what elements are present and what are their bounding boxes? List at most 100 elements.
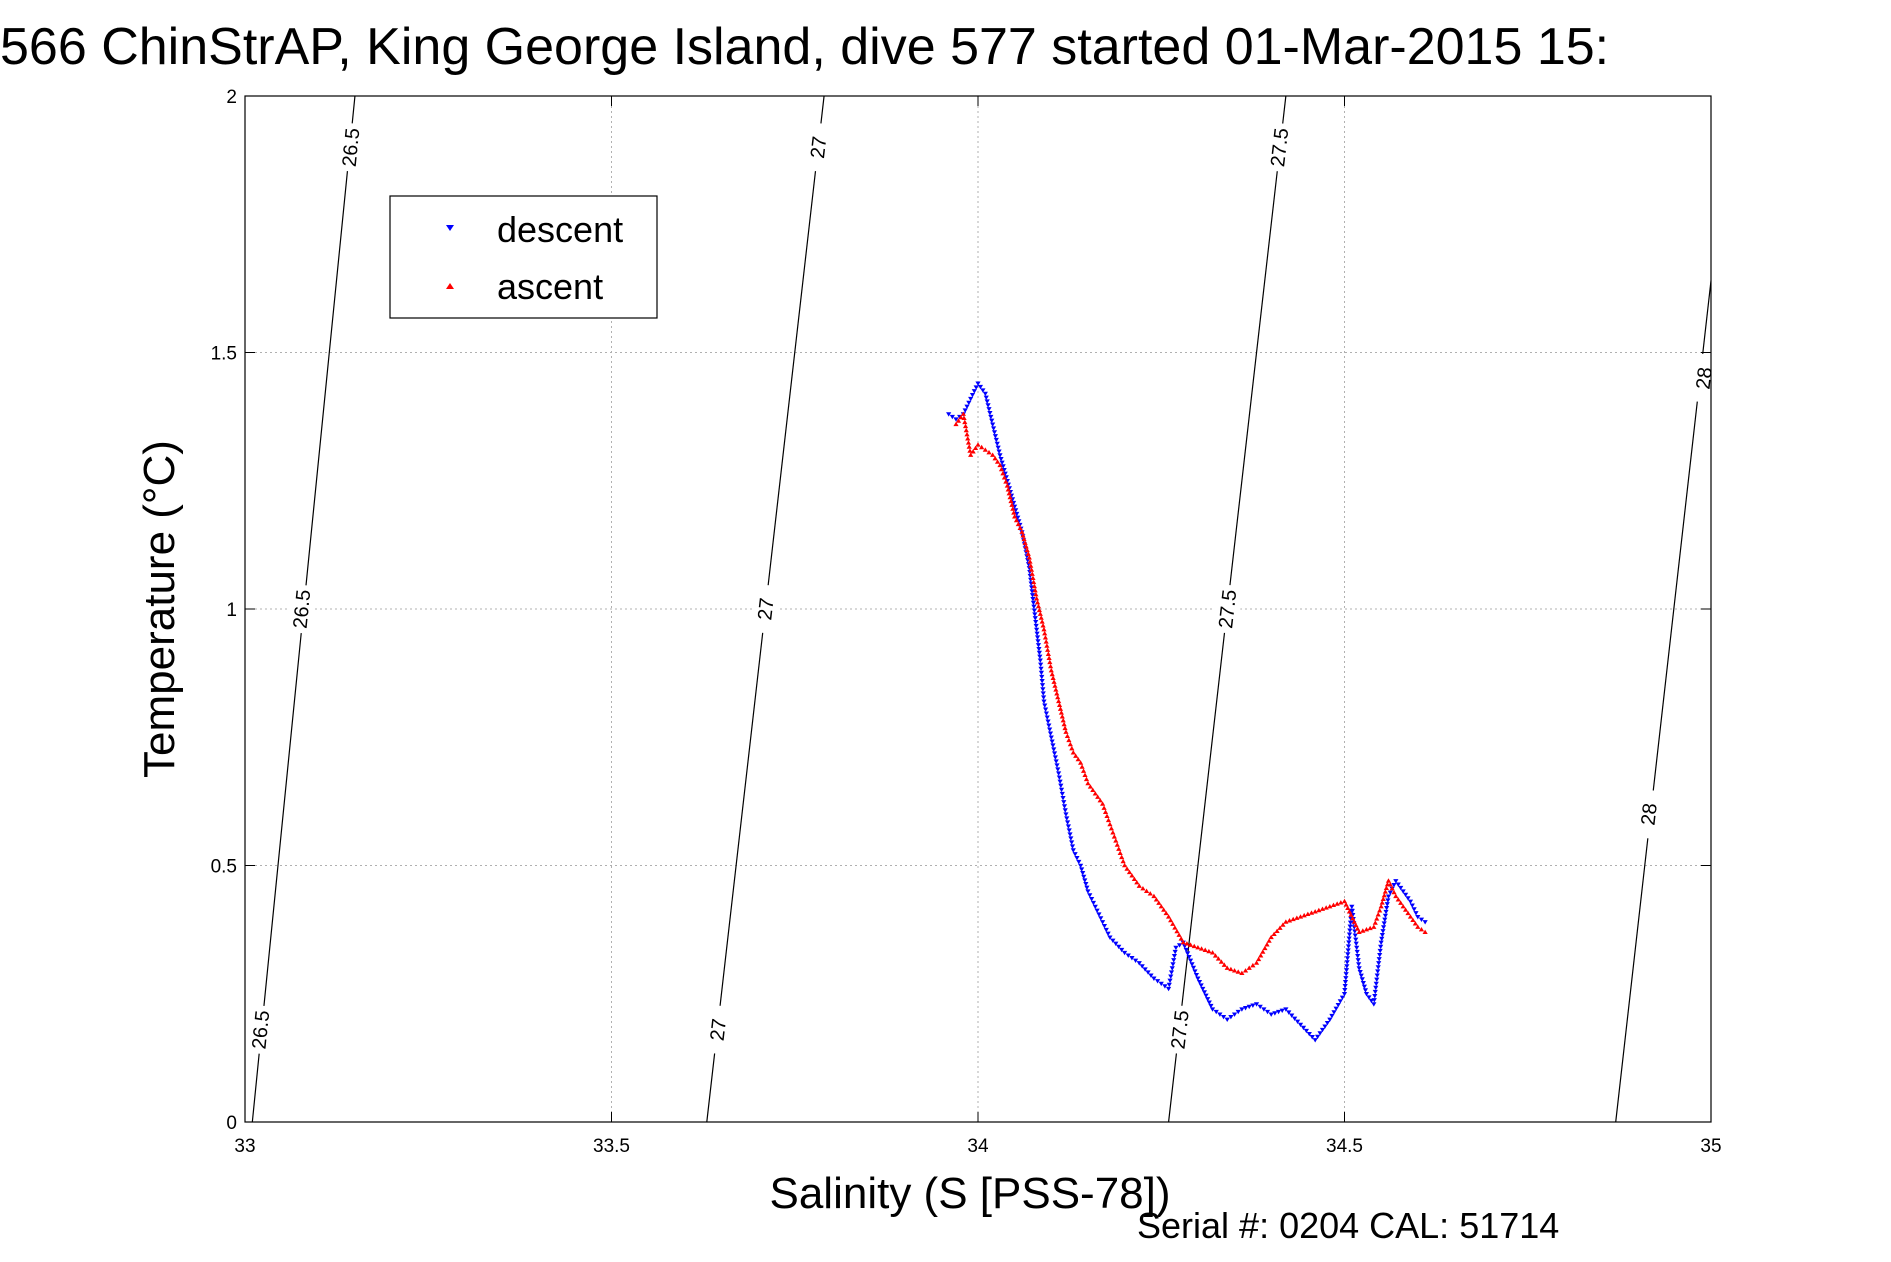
ascent-point bbox=[1377, 908, 1383, 913]
descent-point bbox=[1035, 643, 1042, 648]
descent-point bbox=[1056, 775, 1062, 780]
ascent-point bbox=[1095, 794, 1101, 799]
ascent-point bbox=[1042, 635, 1049, 640]
descent-point bbox=[1058, 787, 1065, 793]
descent-point bbox=[1103, 927, 1109, 933]
ascent-point bbox=[965, 436, 971, 441]
contour-label-background bbox=[1211, 583, 1243, 635]
descent-point bbox=[1409, 903, 1415, 908]
ascent-point bbox=[997, 462, 1003, 468]
descent-point bbox=[1056, 771, 1062, 776]
descent-point bbox=[1063, 812, 1069, 817]
contour-label-background bbox=[1633, 788, 1665, 840]
descent-point bbox=[1030, 596, 1036, 602]
legend-label-ascent: ascent bbox=[497, 266, 603, 307]
ascent-point bbox=[955, 418, 962, 423]
descent-point bbox=[1136, 961, 1142, 966]
axis-ticks: 33 33.5 34 34.5 35 0 0.5 1 1.5 2 bbox=[211, 87, 1722, 1157]
descent-point bbox=[1169, 966, 1175, 971]
descent-point bbox=[1047, 727, 1053, 732]
ascent-point bbox=[1256, 956, 1262, 962]
ascent-point bbox=[1341, 898, 1348, 904]
descent-point bbox=[1378, 940, 1384, 946]
descent-point bbox=[1205, 997, 1211, 1002]
ascent-point bbox=[1389, 885, 1395, 891]
ascent-point bbox=[1170, 921, 1176, 926]
ascent-point bbox=[1405, 910, 1411, 916]
ascent-point bbox=[1330, 902, 1337, 908]
descent-point bbox=[1038, 666, 1044, 672]
ascent-point bbox=[1356, 929, 1362, 934]
ascent-point bbox=[1050, 675, 1056, 681]
ascent-point bbox=[1048, 667, 1054, 673]
descent-point bbox=[1352, 933, 1358, 938]
descent-point bbox=[1172, 949, 1178, 955]
ascent-point bbox=[1338, 900, 1344, 905]
ascent-point bbox=[972, 445, 979, 451]
descent-point bbox=[1317, 1031, 1323, 1036]
ascent-point bbox=[1083, 776, 1090, 782]
descent-point bbox=[1360, 980, 1366, 986]
descent-point bbox=[1322, 1024, 1328, 1029]
descent-point bbox=[1139, 964, 1145, 969]
ascent-point bbox=[1305, 911, 1311, 917]
ascent-point bbox=[1111, 834, 1117, 839]
ascent-point bbox=[1035, 603, 1042, 609]
ascent-point bbox=[1380, 896, 1386, 902]
descent-point bbox=[1080, 871, 1086, 876]
ascent-point bbox=[1262, 945, 1268, 951]
descent-point bbox=[1047, 731, 1054, 736]
ascent-point bbox=[1043, 639, 1049, 644]
y-tick-label: 1 bbox=[226, 600, 237, 621]
descent-point bbox=[1087, 893, 1093, 898]
contour-label-background bbox=[335, 122, 366, 173]
ascent-point bbox=[1041, 626, 1047, 632]
ascent-point bbox=[1100, 801, 1106, 806]
descent-point bbox=[1289, 1013, 1295, 1018]
descent-point bbox=[1064, 816, 1070, 821]
legend-marker-descent bbox=[446, 225, 454, 231]
descent-point bbox=[1190, 965, 1197, 971]
ascent-point bbox=[1049, 671, 1055, 677]
ascent-point bbox=[965, 440, 972, 445]
descent-point bbox=[1183, 947, 1189, 953]
descent-point bbox=[1066, 828, 1072, 833]
ascent-point bbox=[1097, 797, 1103, 803]
descent-point bbox=[1044, 715, 1050, 720]
ascent-point bbox=[1218, 959, 1224, 964]
ascent-point bbox=[1007, 494, 1013, 500]
descent-point bbox=[1162, 984, 1168, 989]
descent-point bbox=[1398, 885, 1404, 891]
descent-point bbox=[1015, 515, 1021, 520]
descent-point bbox=[1186, 955, 1192, 960]
descent-point bbox=[1107, 935, 1113, 940]
descent-point bbox=[1319, 1027, 1326, 1033]
ascent-point bbox=[1367, 925, 1373, 931]
contour-label-background bbox=[1163, 1004, 1196, 1055]
descent-point bbox=[1343, 976, 1349, 981]
descent-point bbox=[1362, 988, 1369, 993]
descent-point bbox=[1380, 929, 1386, 934]
ascent-point bbox=[1042, 631, 1048, 636]
descent-point bbox=[1346, 936, 1352, 941]
ascent-point bbox=[1178, 936, 1184, 941]
descent-point bbox=[1070, 848, 1076, 853]
descent-point bbox=[1344, 960, 1350, 965]
descent-point bbox=[1029, 593, 1036, 598]
ascent-point bbox=[1101, 805, 1107, 810]
descent-point bbox=[1379, 936, 1385, 942]
descent-point bbox=[1374, 977, 1380, 982]
ascent-point bbox=[1034, 599, 1041, 605]
x-tick-label: 34.5 bbox=[1326, 1136, 1363, 1157]
ascent-point bbox=[1215, 956, 1222, 961]
x-tick-label: 33.5 bbox=[593, 1136, 630, 1157]
descent-point bbox=[1257, 1004, 1263, 1010]
ascent-point bbox=[1033, 592, 1039, 597]
descent-point bbox=[1345, 948, 1351, 953]
ascent-point bbox=[1046, 655, 1052, 661]
descent-point bbox=[1039, 679, 1045, 684]
ascent-point bbox=[1107, 821, 1113, 827]
descent-point bbox=[1405, 896, 1411, 901]
ascent-point bbox=[1391, 889, 1397, 895]
serial-calibration-note: Serial #: 0204 CAL: 51714 bbox=[1137, 1205, 1559, 1246]
